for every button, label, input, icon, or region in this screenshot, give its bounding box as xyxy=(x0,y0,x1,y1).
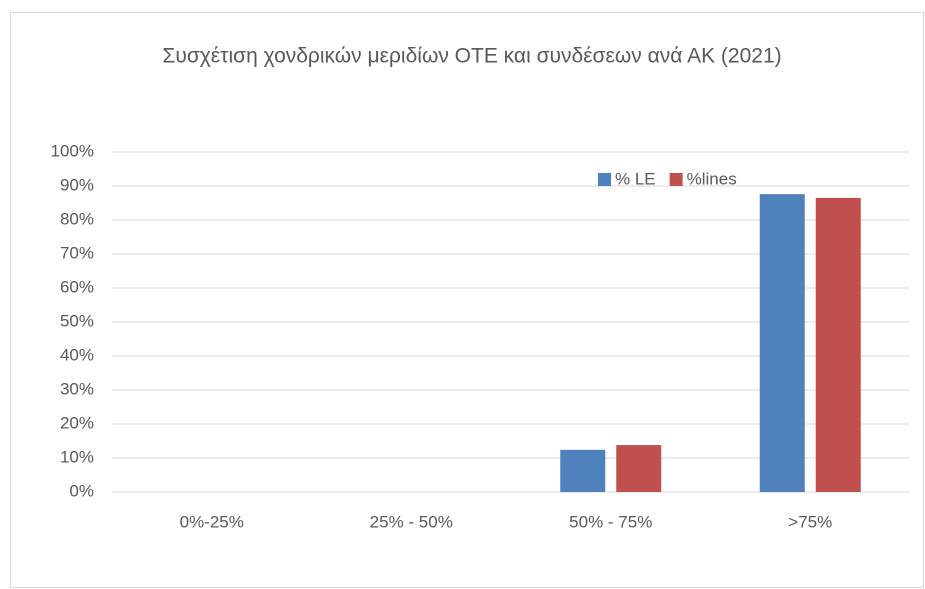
bar xyxy=(815,197,861,492)
y-tick-label: 100% xyxy=(51,141,94,160)
y-tick-label: 80% xyxy=(60,209,94,228)
y-tick-label: 50% xyxy=(60,311,94,330)
x-tick-label: 0%-25% xyxy=(180,512,244,531)
bar xyxy=(560,449,606,492)
y-tick-label: 40% xyxy=(60,345,94,364)
x-tick-label: >75% xyxy=(788,512,832,531)
y-tick-label: 0% xyxy=(69,481,94,500)
y-tick-label: 60% xyxy=(60,277,94,296)
y-tick-label: 90% xyxy=(60,175,94,194)
x-tick-label: 25% - 50% xyxy=(370,512,453,531)
legend-label: %lines xyxy=(687,169,737,188)
x-tick-label: 50% - 75% xyxy=(569,512,652,531)
legend-swatch xyxy=(669,173,683,186)
legend-swatch xyxy=(598,173,611,186)
y-tick-label: 10% xyxy=(60,447,94,466)
chart-title: Συσχέτιση χονδρικών μεριδίων ΟΤΕ και συν… xyxy=(162,45,781,68)
y-tick-label: 20% xyxy=(60,413,94,432)
y-tick-label: 70% xyxy=(60,243,94,262)
legend-label: % LE xyxy=(615,169,656,188)
y-tick-label: 30% xyxy=(60,379,94,398)
bar xyxy=(759,194,805,492)
bar xyxy=(616,445,662,492)
